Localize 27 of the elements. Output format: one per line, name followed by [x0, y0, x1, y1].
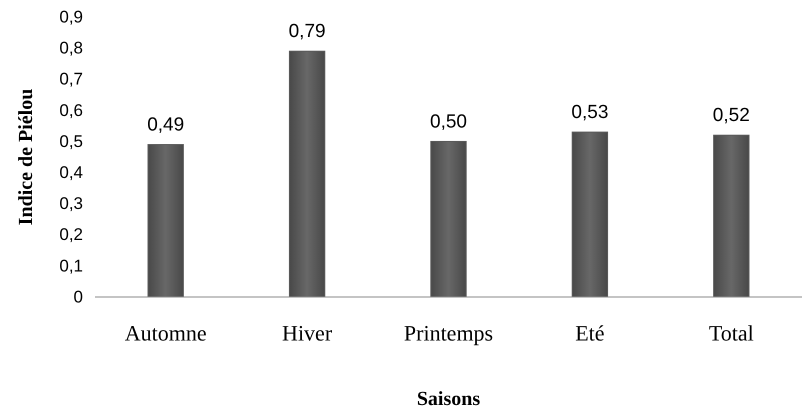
y-tick-label: 0,5	[59, 132, 83, 151]
y-tick-label: 0,4	[59, 162, 83, 182]
bar	[148, 144, 184, 298]
x-tick-label: Printemps	[404, 320, 494, 346]
data-label: 0,50	[430, 111, 467, 132]
bar	[572, 132, 608, 298]
y-tick-label: 0,3	[59, 194, 83, 214]
y-tick-label: 0,8	[59, 38, 83, 58]
x-tick-label: Hiver	[282, 320, 333, 346]
y-axis-title: Indice de Piélou	[15, 88, 37, 226]
data-label: 0,52	[712, 105, 750, 126]
y-tick-label: 0,9	[59, 7, 83, 26]
data-label: 0,49	[147, 114, 184, 136]
y-tick-label: 0,1	[59, 256, 83, 276]
y-tick-label: 0,2	[59, 225, 83, 244]
bar	[288, 50, 326, 298]
data-label: 0,79	[288, 21, 326, 42]
x-tick-label: Automne	[124, 320, 207, 346]
x-tick-label: Eté	[575, 320, 605, 346]
x-tick-label: Total	[708, 320, 754, 346]
x-axis-title: Saisons	[416, 388, 480, 410]
y-tick-label: 0,6	[59, 100, 83, 120]
data-label: 0,53	[571, 102, 608, 124]
y-tick-label: 0,7	[59, 70, 83, 89]
bar	[430, 140, 467, 298]
y-tick-label: 0	[74, 287, 83, 306]
bar	[713, 134, 750, 298]
